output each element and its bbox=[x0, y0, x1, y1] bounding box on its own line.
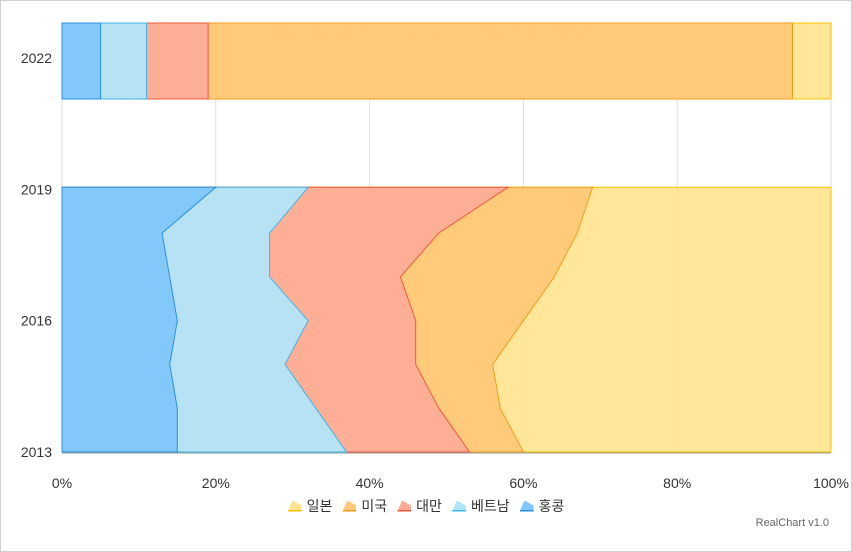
legend-item[interactable]: 베트남 bbox=[452, 496, 510, 516]
legend-item[interactable]: 일본 bbox=[288, 496, 333, 516]
area-홍콩-1[interactable] bbox=[62, 23, 101, 99]
y-tick-label: 2022 bbox=[21, 50, 52, 66]
legend-label: 일본 bbox=[307, 496, 333, 516]
legend-item[interactable]: 대만 bbox=[397, 496, 442, 516]
legend-label: 대만 bbox=[416, 496, 442, 516]
x-tick-label: 80% bbox=[663, 475, 691, 491]
chart-credit[interactable]: RealChart v1.0 bbox=[756, 517, 829, 529]
chart-legend: 일본 미국 대만 베트남 홍콩 bbox=[0, 496, 852, 516]
x-tick-label: 100% bbox=[813, 475, 849, 491]
legend-label: 홍콩 bbox=[539, 496, 565, 516]
legend-swatch bbox=[288, 501, 302, 512]
x-tick-label: 40% bbox=[356, 475, 384, 491]
legend-label: 베트남 bbox=[471, 496, 510, 516]
y-tick-label: 2013 bbox=[21, 444, 52, 460]
y-tick-label: 2019 bbox=[21, 181, 52, 197]
legend-swatch bbox=[520, 501, 534, 512]
x-tick-label: 20% bbox=[202, 475, 230, 491]
y-tick-label: 2016 bbox=[21, 313, 52, 329]
legend-swatch bbox=[342, 501, 356, 512]
legend-label: 미국 bbox=[361, 496, 387, 516]
legend-swatch bbox=[397, 501, 411, 512]
legend-swatch bbox=[452, 501, 466, 512]
x-tick-label: 0% bbox=[52, 475, 72, 491]
legend-item[interactable]: 홍콩 bbox=[520, 496, 565, 516]
legend-item[interactable]: 미국 bbox=[342, 496, 387, 516]
x-tick-label: 60% bbox=[509, 475, 537, 491]
